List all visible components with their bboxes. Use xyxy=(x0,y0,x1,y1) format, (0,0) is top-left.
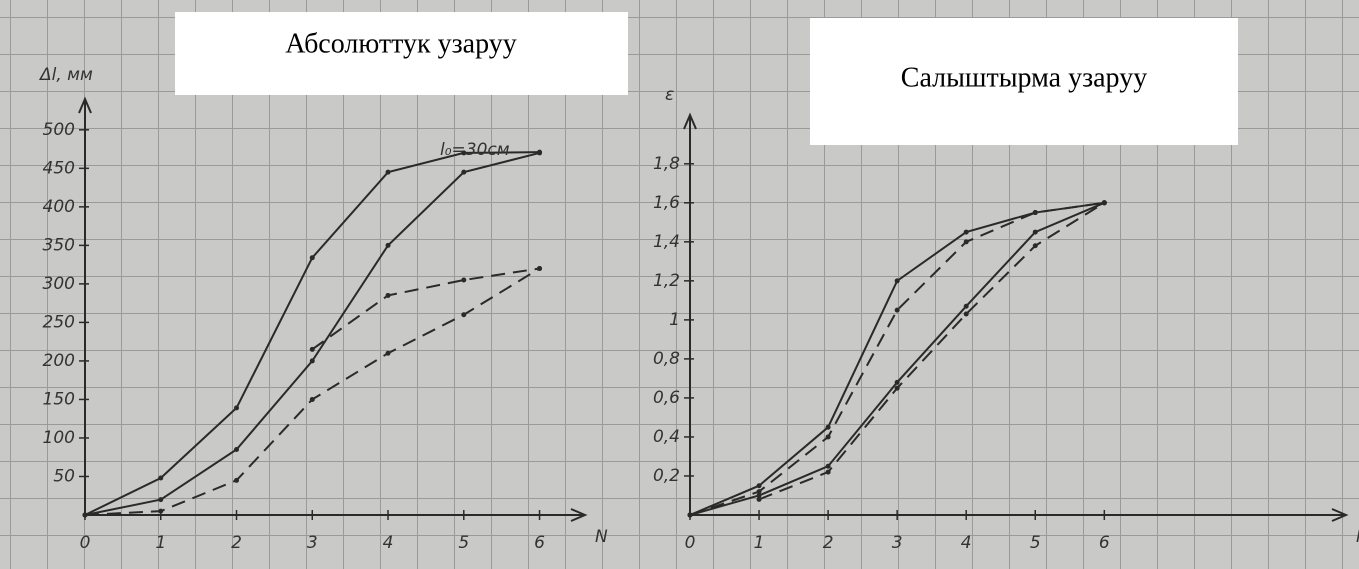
x-tick-label: 2 xyxy=(823,533,834,553)
data-point xyxy=(964,304,969,309)
data-point xyxy=(158,509,163,514)
y-tick-label: 250 xyxy=(43,312,75,332)
axes xyxy=(684,115,1346,521)
data-point xyxy=(1033,243,1038,248)
x-tick-label: 4 xyxy=(961,533,972,553)
curve-label: l₀=30см xyxy=(440,140,510,160)
data-line xyxy=(85,153,540,515)
y-axis-label: ε xyxy=(665,85,674,105)
y-tick-label: 400 xyxy=(43,197,75,217)
y-tick-label: 50 xyxy=(53,466,75,486)
x-axis-label: N xyxy=(595,527,608,547)
data-point xyxy=(158,476,163,481)
data-point xyxy=(1033,210,1038,215)
data-line xyxy=(690,203,1104,515)
x-tick-label: 0 xyxy=(80,533,91,553)
y-tick-label: 200 xyxy=(43,351,75,371)
chart-title: Абсолюттук узаруу xyxy=(285,28,516,59)
data-line xyxy=(690,203,1104,515)
data-point xyxy=(386,293,391,298)
data-point xyxy=(1102,200,1107,205)
data-point xyxy=(461,312,466,317)
data-point xyxy=(158,497,163,502)
x-tick-label: 1 xyxy=(155,533,166,553)
data-point xyxy=(964,239,969,244)
data-point xyxy=(895,278,900,283)
y-tick-label: 0,6 xyxy=(653,388,680,408)
x-tick-label: 5 xyxy=(458,533,469,553)
y-tick-label: 350 xyxy=(43,235,75,255)
y-tick-label: 500 xyxy=(43,120,75,140)
data-point xyxy=(826,425,831,430)
y-tick-label: 1 xyxy=(669,310,680,330)
x-tick-label: 0 xyxy=(685,533,696,553)
chart-title: Салыштырма узаруу xyxy=(901,62,1147,93)
x-tick-label: 6 xyxy=(534,533,545,553)
data-point xyxy=(461,170,466,175)
data-point xyxy=(537,266,542,271)
data-line xyxy=(690,203,1104,515)
y-tick-label: 1,8 xyxy=(653,154,680,174)
data-point xyxy=(688,513,693,518)
data-point xyxy=(461,278,466,283)
data-point xyxy=(757,497,762,502)
data-point xyxy=(1033,230,1038,235)
y-tick-label: 300 xyxy=(43,274,75,294)
y-tick-label: 0,8 xyxy=(653,349,680,369)
data-line xyxy=(759,203,1104,500)
x-tick-label: 3 xyxy=(307,533,318,553)
data-point xyxy=(310,347,315,352)
data-point xyxy=(964,230,969,235)
data-point xyxy=(964,312,969,317)
data-point xyxy=(826,470,831,475)
x-tick-label: 6 xyxy=(1099,533,1110,553)
data-point xyxy=(310,397,315,402)
data-point xyxy=(83,513,88,518)
x-tick-label: 4 xyxy=(383,533,394,553)
data-point xyxy=(537,150,542,155)
data-point xyxy=(826,434,831,439)
y-tick-label: 1,2 xyxy=(653,271,680,291)
data-point xyxy=(757,489,762,494)
data-point xyxy=(310,255,315,260)
y-tick-label: 100 xyxy=(43,428,75,448)
y-tick-label: 1,6 xyxy=(653,193,680,213)
data-line xyxy=(85,268,540,515)
data-point xyxy=(234,405,239,410)
data-point xyxy=(895,380,900,385)
data-point xyxy=(386,170,391,175)
data-point xyxy=(895,386,900,391)
data-line xyxy=(85,152,540,515)
data-point xyxy=(826,464,831,469)
data-point xyxy=(386,243,391,248)
y-tick-label: 450 xyxy=(43,158,75,178)
chart-page: Абсолюттук узаруу Салыштырма узаруу Δl, … xyxy=(0,0,1359,569)
y-tick-label: 1,4 xyxy=(653,232,680,252)
x-tick-label: 5 xyxy=(1030,533,1041,553)
data-point xyxy=(310,358,315,363)
data-point xyxy=(386,351,391,356)
data-point xyxy=(895,308,900,313)
axes xyxy=(79,99,585,521)
x-tick-label: 2 xyxy=(231,533,242,553)
x-tick-label: 1 xyxy=(754,533,765,553)
y-tick-label: 150 xyxy=(43,389,75,409)
y-axis-label: Δl, мм xyxy=(38,65,93,85)
x-tick-label: 3 xyxy=(892,533,903,553)
y-tick-label: 0,2 xyxy=(653,466,680,486)
y-tick-label: 0,4 xyxy=(653,427,680,447)
data-point xyxy=(234,478,239,483)
data-point xyxy=(757,483,762,488)
data-point xyxy=(234,447,239,452)
